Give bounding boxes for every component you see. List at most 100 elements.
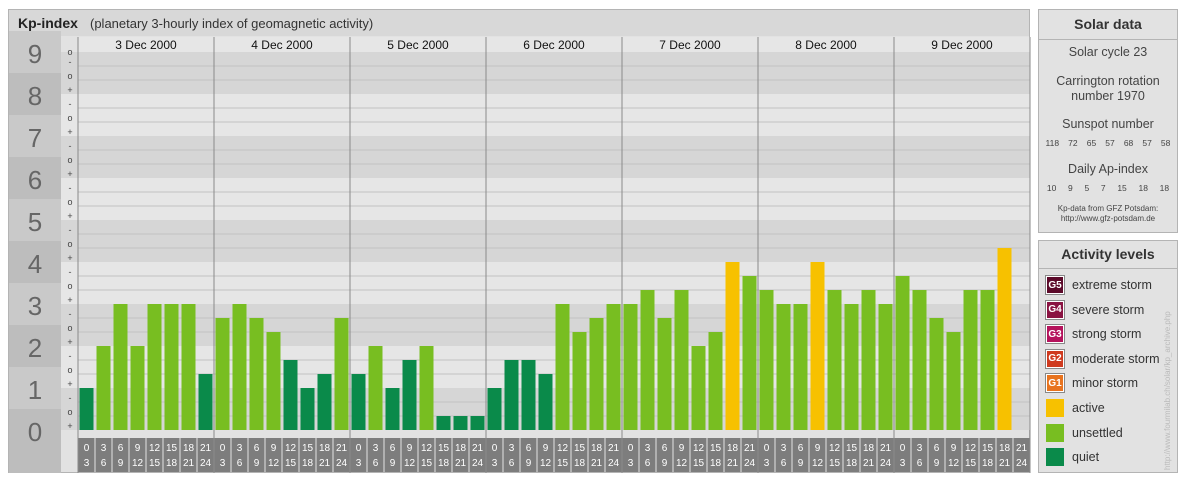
level-band: [61, 52, 1030, 94]
minor-tick: o: [67, 197, 72, 207]
level-band: [61, 262, 1030, 304]
interval-end-label: 9: [934, 458, 940, 469]
kp-bar: [181, 304, 196, 430]
interval-cell: [758, 438, 775, 472]
interval-start-label: 15: [166, 443, 178, 454]
interval-start-label: 18: [455, 443, 467, 454]
divider: [1039, 39, 1177, 40]
y-axis-band: [9, 283, 61, 325]
kp-bar: [742, 275, 757, 430]
interval-cell: [843, 438, 860, 472]
source-link[interactable]: http://www.gfz-potsdam.de: [1060, 214, 1156, 223]
interval-cell: [146, 438, 163, 472]
interval-cell: [265, 438, 282, 472]
y-tick-label: 4: [28, 249, 42, 279]
interval-cell: [554, 438, 571, 472]
source-line1: Kp-data from GFZ Potsdam:: [1057, 204, 1159, 213]
interval-cell: [367, 438, 384, 472]
interval-end-label: 21: [183, 458, 195, 469]
chart-header: Kp-index (planetary 3-hourly index of ge…: [9, 10, 1029, 36]
minor-tick: +: [67, 85, 72, 95]
kp-bar: [674, 290, 689, 430]
interval-cell: [996, 438, 1013, 472]
day-label: 4 Dec 2000: [251, 38, 313, 52]
kp-bar: [232, 304, 247, 430]
minor-tick: o: [67, 47, 72, 57]
interval-cell: [112, 438, 129, 472]
minor-tick: -: [69, 351, 72, 361]
interval-cell: [911, 438, 928, 472]
legend-label: unsettled: [1072, 425, 1123, 440]
legend-swatch: [1046, 399, 1064, 417]
legend-label: severe storm: [1072, 302, 1145, 317]
minor-tick: o: [67, 323, 72, 333]
interval-end-label: 3: [492, 458, 498, 469]
interval-start-label: 6: [526, 443, 532, 454]
interval-cell: [809, 438, 826, 472]
interval-start-label: 12: [965, 443, 977, 454]
interval-end-label: 15: [693, 458, 705, 469]
ap-value: 10: [1046, 183, 1057, 193]
interval-start-label: 0: [492, 443, 498, 454]
legend-swatch: G2: [1045, 348, 1065, 369]
interval-cell: [95, 438, 112, 472]
interval-end-label: 12: [676, 458, 688, 469]
interval-cell: [860, 438, 877, 472]
legend-item: quiet: [1046, 447, 1099, 467]
minor-tick: -: [69, 141, 72, 151]
level-band: [61, 136, 1030, 178]
interval-start-label: 12: [149, 443, 161, 454]
minor-tick: +: [67, 253, 72, 263]
interval-end-label: 12: [540, 458, 552, 469]
kp-bar: [538, 374, 553, 430]
interval-cell: [673, 438, 690, 472]
interval-end-label: 18: [710, 458, 722, 469]
interval-start-label: 6: [798, 443, 804, 454]
interval-start-label: 18: [999, 443, 1011, 454]
sunspot-label: Sunspot number: [1062, 117, 1154, 131]
kp-bar: [929, 317, 944, 430]
interval-start-label: 12: [421, 443, 433, 454]
legend-item: G1 minor storm: [1045, 373, 1138, 394]
interval-start-label: 18: [183, 443, 195, 454]
interval-start-label: 15: [438, 443, 450, 454]
interval-start-label: 18: [319, 443, 331, 454]
interval-cell: [605, 438, 622, 472]
interval-cell: [639, 438, 656, 472]
interval-cell: [231, 438, 248, 472]
kp-bar: [776, 304, 791, 430]
interval-end-label: 18: [438, 458, 450, 469]
watermark: http://www.fourmilab.ch/solar/kp_archive…: [1163, 311, 1172, 470]
level-band: [61, 220, 1030, 262]
interval-end-label: 21: [999, 458, 1011, 469]
ap-value: 18: [1159, 183, 1170, 193]
kp-bar: [147, 304, 162, 430]
interval-start-label: 6: [662, 443, 668, 454]
minor-tick: +: [67, 211, 72, 221]
interval-cell: [248, 438, 265, 472]
interval-start-label: 9: [679, 443, 685, 454]
interval-end-label: 15: [285, 458, 297, 469]
interval-end-label: 24: [200, 458, 212, 469]
interval-end-label: 6: [645, 458, 651, 469]
kp-bar: [368, 346, 383, 430]
chart-subtitle: (planetary 3-hourly index of geomagnetic…: [90, 16, 374, 31]
interval-end-label: 9: [254, 458, 260, 469]
chart-title: Kp-index: [18, 15, 78, 31]
kp-bar: [79, 388, 94, 430]
day-label: 9 Dec 2000: [931, 38, 993, 52]
kp-bar: [198, 374, 213, 430]
legend-swatch: G3: [1045, 324, 1065, 345]
kp-bar: [113, 304, 128, 430]
kp-bar: [589, 317, 604, 430]
interval-start-label: 6: [934, 443, 940, 454]
sunspot-value: 57: [1105, 138, 1115, 148]
minor-tick: +: [67, 169, 72, 179]
interval-cell: [877, 438, 894, 472]
interval-cell: [197, 438, 214, 472]
kp-bar: [249, 317, 264, 430]
y-axis-band: [9, 115, 61, 157]
ap-value: 18: [1138, 183, 1148, 193]
minor-tick: +: [67, 421, 72, 431]
